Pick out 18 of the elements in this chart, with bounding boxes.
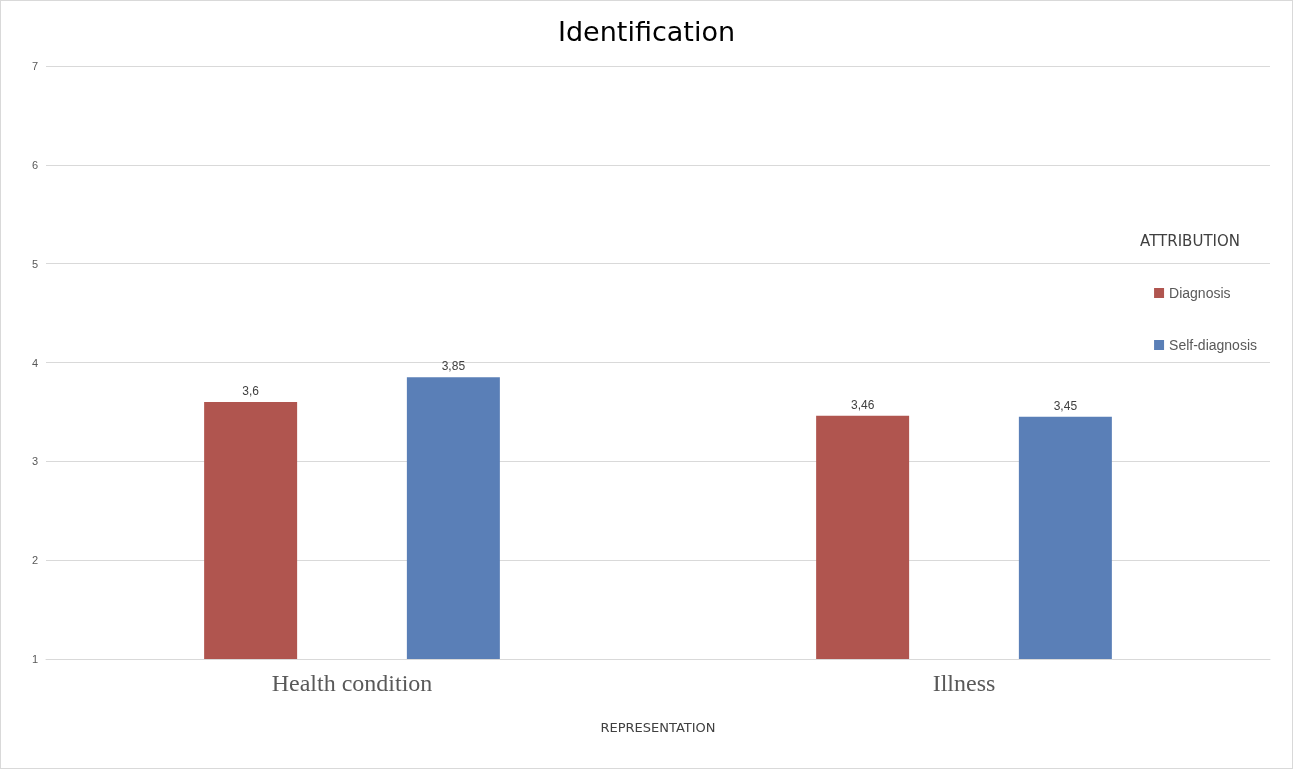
y-tick-label: 3: [31, 455, 38, 468]
x-axis-title: REPRESENTATION: [600, 720, 716, 735]
y-tick-label: 4: [31, 356, 38, 369]
y-tick-label: 6: [31, 158, 38, 171]
y-tick-label: 2: [31, 554, 38, 567]
x-tick-label: Health condition: [271, 670, 433, 696]
legend-label: Diagnosis: [1169, 285, 1231, 301]
data-label: 3,6: [242, 384, 260, 399]
data-label: 3,85: [441, 359, 466, 374]
data-label: 3,45: [1053, 398, 1078, 413]
data-label: 3,46: [850, 397, 875, 412]
legend-label: Self-diagnosis: [1169, 337, 1257, 353]
chart-title: Identification: [557, 16, 736, 47]
x-tick-label: Illness: [932, 670, 996, 696]
y-tick-label: 7: [31, 60, 38, 72]
legend-title: ATTRIBUTION: [1140, 231, 1240, 250]
y-tick-label: 5: [31, 257, 38, 270]
y-tick-label: 1: [31, 653, 38, 665]
